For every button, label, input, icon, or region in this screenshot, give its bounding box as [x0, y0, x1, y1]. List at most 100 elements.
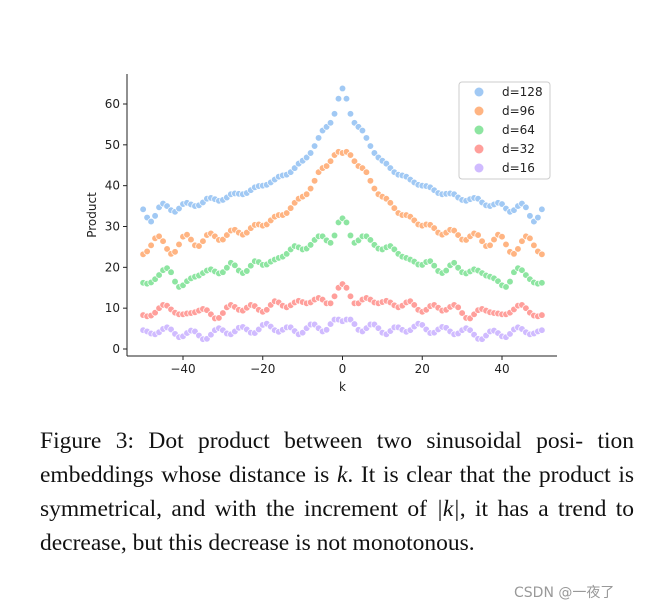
- point-d96-k-39: [183, 231, 191, 239]
- point-d96-k-7: [310, 177, 319, 185]
- point-d96-k-4: [322, 162, 331, 170]
- point-d96-k-48: [147, 241, 155, 249]
- point-d128-k-6: [314, 134, 323, 142]
- x-tick-label: −40: [170, 362, 195, 376]
- point-d96-k48: [530, 241, 538, 249]
- point-d96-k-38: [187, 235, 195, 244]
- legend-marker: [474, 125, 484, 135]
- point-d32-k2: [346, 292, 355, 300]
- point-d16-k32: [466, 326, 474, 334]
- caption-prefix: Figure 3: Dot product between two sinuso…: [40, 428, 634, 488]
- point-d96-k-29: [223, 231, 231, 239]
- legend-marker: [474, 163, 484, 173]
- point-d128-k6: [362, 134, 371, 142]
- point-d96-k-9: [302, 190, 311, 198]
- point-d64-k2: [346, 231, 355, 240]
- point-d32-k46: [522, 304, 530, 312]
- point-d64-k-2: [330, 231, 339, 240]
- point-d96-k-46: [155, 232, 163, 240]
- point-d16-k9: [374, 324, 383, 332]
- point-d96-k-41: [175, 240, 183, 249]
- point-d64-k50: [538, 279, 546, 287]
- point-d64-k-42: [171, 277, 179, 286]
- point-d32-k-19: [263, 306, 271, 314]
- x-axis-label: k: [339, 380, 346, 394]
- point-d96-k43: [510, 250, 518, 258]
- point-d96-k2: [346, 151, 355, 159]
- x-tick-label: 20: [415, 362, 430, 376]
- point-d64-k29: [454, 264, 462, 272]
- point-d128-k-3: [326, 119, 335, 127]
- point-d16-k-43: [167, 325, 175, 334]
- y-tick-label: 10: [105, 301, 120, 315]
- point-d128-k40: [498, 200, 506, 208]
- point-d64-k1: [342, 218, 351, 227]
- point-d128-k46: [522, 203, 530, 211]
- point-d96-k-42: [171, 248, 179, 256]
- point-d128-k11: [382, 159, 391, 168]
- point-d96-k28: [450, 226, 458, 235]
- legend-marker: [474, 87, 484, 97]
- point-d16-k50: [538, 326, 546, 334]
- point-d16-k20: [418, 321, 426, 329]
- point-d96-k-8: [306, 184, 315, 193]
- point-d16-k2: [346, 315, 355, 324]
- point-d64-k45: [518, 266, 526, 274]
- point-d96-k-24: [243, 228, 251, 237]
- x-tick-label: 0: [339, 362, 347, 376]
- point-d128-k50: [538, 205, 546, 214]
- point-d96-k-30: [219, 235, 227, 244]
- point-d64-k42: [506, 277, 514, 286]
- point-d128-k-41: [175, 204, 183, 213]
- point-d96-k8: [370, 184, 379, 193]
- point-d64-k28: [450, 259, 458, 267]
- point-d128-k8: [370, 149, 379, 157]
- watermark: CSDN @一夜了: [514, 585, 615, 601]
- point-d128-k2: [346, 110, 355, 118]
- point-d96-k50: [538, 250, 546, 258]
- point-d128-k-47: [151, 212, 159, 220]
- point-d32-k-31: [215, 314, 223, 322]
- point-d32-k-2: [330, 292, 339, 300]
- point-d64-k23: [430, 262, 438, 270]
- point-d16-k-3: [326, 320, 335, 328]
- point-d16-k-33: [207, 331, 215, 339]
- point-d96-k-3: [326, 157, 335, 165]
- point-d64-k26: [442, 266, 450, 275]
- point-d128-k-48: [147, 217, 155, 226]
- point-d32-k1: [342, 284, 351, 292]
- point-d64-k7: [366, 236, 375, 244]
- point-d64-k-3: [326, 239, 335, 247]
- point-d128-k5: [358, 126, 367, 135]
- point-d96-k41: [502, 240, 510, 249]
- point-d64-k-46: [155, 271, 163, 279]
- figure-caption: Figure 3: Dot product between two sinuso…: [40, 424, 634, 560]
- point-d96-k40: [498, 233, 506, 241]
- legend-label: d=96: [502, 104, 535, 118]
- point-d32-k29: [454, 303, 462, 312]
- y-tick-label: 40: [105, 179, 120, 193]
- y-tick-label: 60: [105, 97, 120, 111]
- point-d96-k38: [490, 235, 498, 244]
- legend-label: d=64: [502, 123, 535, 137]
- point-d96-k-44: [163, 245, 171, 253]
- point-d96-k-36: [195, 242, 203, 250]
- point-d96-k-45: [159, 237, 167, 245]
- point-d96-k23: [430, 224, 438, 232]
- point-d96-k-14: [283, 209, 291, 217]
- point-d64-k-8: [306, 241, 315, 249]
- scatter-points: [139, 84, 546, 343]
- y-tick-label: 0: [112, 342, 120, 356]
- point-d96-k6: [362, 168, 371, 176]
- point-d96-k47: [526, 234, 534, 242]
- x-tick-label: −20: [250, 362, 275, 376]
- point-d96-k44: [514, 245, 522, 253]
- point-d128-k1: [342, 95, 351, 103]
- point-d16-k-21: [255, 325, 263, 334]
- point-d64-k-29: [223, 264, 231, 272]
- point-d16-k-10: [298, 329, 307, 337]
- point-d128-k-2: [330, 110, 339, 118]
- point-d32-k18: [410, 301, 418, 309]
- y-ticks: 0 10 20 30 40 50 60: [105, 97, 127, 356]
- point-d64-k-23: [247, 262, 255, 270]
